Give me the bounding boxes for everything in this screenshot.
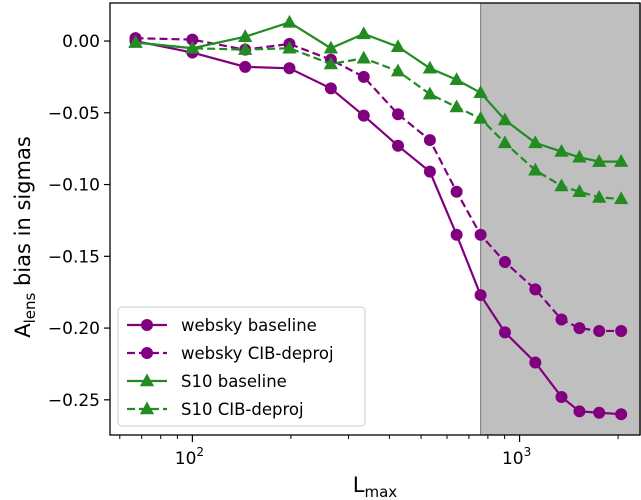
x-axis-label: Lmax [353, 473, 398, 500]
series-line [135, 41, 622, 201]
data-point [141, 319, 153, 331]
data-point [423, 165, 436, 178]
legend-entry: S10 CIB-deproj [127, 400, 304, 419]
data-point [593, 406, 606, 419]
data-point [498, 256, 511, 269]
y-axis-label-subscript: lens [21, 293, 39, 324]
series-line [135, 37, 622, 333]
legend-entry: websky CIB-deproj [127, 344, 334, 363]
data-point [498, 326, 511, 339]
data-point [356, 26, 371, 40]
y-tick-label: −0.15 [48, 247, 100, 267]
data-point [139, 401, 155, 415]
shaded-region [480, 3, 641, 435]
data-point [529, 356, 542, 369]
series-layer [128, 3, 629, 435]
data-point [239, 60, 252, 73]
data-point [450, 185, 463, 198]
data-point [391, 139, 404, 152]
data-point [422, 60, 438, 74]
data-point [497, 112, 513, 126]
legend-box [117, 306, 366, 427]
data-point [449, 72, 464, 86]
data-point [186, 33, 199, 46]
data-point [473, 111, 488, 124]
axis-layer: 0.00 −0.05 −0.10 −0.15 −0.20 −0.25 102 103 [48, 32, 619, 469]
data-point [449, 99, 464, 113]
data-point [614, 154, 629, 167]
y-tick-label: 0.00 [62, 32, 100, 52]
data-point [391, 108, 404, 121]
legend-entry: websky baseline [127, 316, 317, 335]
data-point [474, 289, 487, 302]
data-point [554, 178, 569, 192]
legend-label: websky baseline [181, 316, 317, 335]
data-point [615, 324, 628, 337]
data-point [555, 313, 568, 326]
data-point [572, 184, 587, 197]
y-tick-label: −0.05 [48, 104, 100, 124]
data-point [356, 50, 371, 64]
legend-label: S10 baseline [181, 372, 287, 391]
x-axis-label-subscript: max [365, 483, 398, 500]
data-point [238, 29, 253, 42]
data-point [450, 228, 463, 241]
data-point [528, 162, 543, 176]
data-point [283, 62, 296, 75]
data-point [593, 324, 606, 337]
data-point [473, 85, 488, 98]
data-point [572, 149, 587, 163]
x-tick-label: 102 [175, 445, 204, 469]
data-point [573, 322, 586, 335]
data-point [185, 40, 200, 54]
data-point [357, 70, 370, 83]
y-tick-label: −0.25 [48, 391, 100, 411]
data-point [423, 134, 436, 147]
data-point [324, 82, 337, 95]
plot-frame [109, 2, 641, 436]
series-line [135, 39, 622, 416]
y-tick-label: −0.20 [48, 319, 100, 339]
data-point [357, 109, 370, 122]
data-point [323, 56, 339, 70]
data-point [141, 347, 153, 359]
data-point [282, 40, 297, 54]
data-point [529, 283, 542, 296]
data-point [528, 135, 543, 149]
data-point [614, 191, 629, 205]
legend-label: websky CIB-deproj [181, 344, 334, 363]
data-point [282, 14, 297, 28]
data-point [554, 144, 569, 157]
data-point [592, 154, 607, 167]
data-point [128, 34, 143, 48]
y-axis-label-main: A [11, 323, 35, 338]
legend: websky baseline websky CIB-deproj S10 base… [117, 306, 366, 427]
y-tick-label: −0.10 [48, 176, 100, 196]
data-point [555, 390, 568, 403]
data-point [592, 189, 607, 203]
data-point [422, 86, 438, 100]
y-axis-label: Alens bias in sigmas [11, 136, 39, 338]
legend-label: S10 CIB-deproj [181, 400, 304, 419]
legend-entry: S10 baseline [127, 372, 287, 391]
data-point [474, 228, 487, 241]
y-axis-label-rest: bias in sigmas [11, 136, 35, 293]
x-tick-label: 103 [502, 445, 531, 469]
data-point [497, 135, 513, 149]
series-line [135, 21, 622, 163]
series-s10-cib-deproj [128, 34, 629, 205]
data-point [573, 405, 586, 418]
x-axis-label-main: L [353, 473, 365, 497]
data-point [615, 408, 628, 421]
data-point [139, 373, 155, 387]
data-point [390, 39, 406, 53]
data-point [238, 42, 253, 55]
data-point [323, 40, 339, 54]
data-point [390, 63, 406, 77]
